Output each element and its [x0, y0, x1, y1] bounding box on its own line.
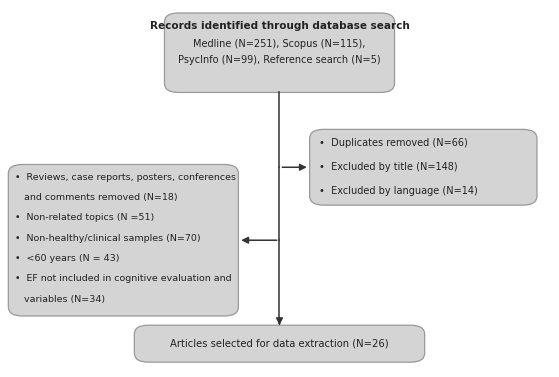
FancyBboxPatch shape: [310, 129, 537, 205]
Text: •  <60 years (N = 43): • <60 years (N = 43): [15, 254, 120, 263]
Text: PsycInfo (N=99), Reference search (N=5): PsycInfo (N=99), Reference search (N=5): [178, 55, 381, 65]
Text: •  Non-healthy/clinical samples (N=70): • Non-healthy/clinical samples (N=70): [15, 234, 201, 242]
Text: •  Excluded by language (N=14): • Excluded by language (N=14): [320, 185, 479, 196]
Text: •  Non-related topics (N =51): • Non-related topics (N =51): [15, 213, 154, 222]
Text: Records identified through database search: Records identified through database sear…: [150, 21, 409, 31]
Text: Medline (N=251), Scopus (N=115),: Medline (N=251), Scopus (N=115),: [193, 39, 366, 49]
FancyBboxPatch shape: [134, 325, 425, 362]
Text: Articles selected for data extraction (N=26): Articles selected for data extraction (N…: [170, 339, 389, 349]
Text: •  EF not included in cognitive evaluation and: • EF not included in cognitive evaluatio…: [15, 274, 231, 283]
FancyBboxPatch shape: [8, 164, 238, 316]
Text: •  Reviews, case reports, posters, conferences: • Reviews, case reports, posters, confer…: [15, 173, 236, 182]
Text: •  Excluded by title (N=148): • Excluded by title (N=148): [320, 161, 458, 172]
Text: •  Duplicates removed (N=66): • Duplicates removed (N=66): [320, 138, 468, 147]
FancyBboxPatch shape: [164, 13, 395, 92]
Text: and comments removed (N=18): and comments removed (N=18): [15, 193, 178, 202]
Text: variables (N=34): variables (N=34): [15, 294, 105, 303]
